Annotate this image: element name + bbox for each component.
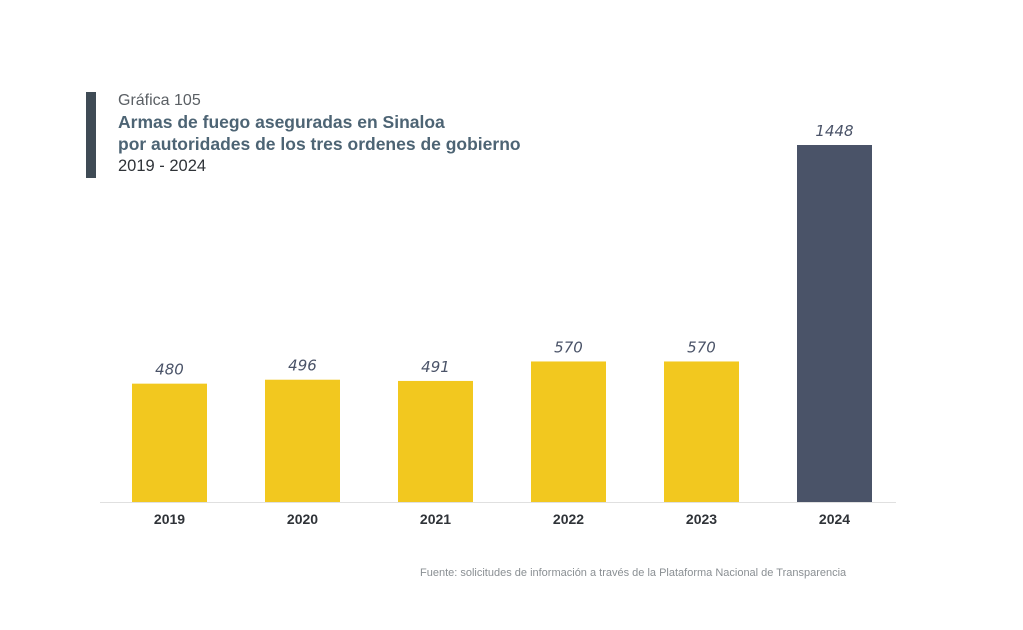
tick-label-2020: 2020 — [287, 511, 318, 527]
value-label-2024: 1448 — [815, 122, 853, 140]
figure-label: Gráfica 105 — [118, 92, 201, 109]
tick-label-2023: 2023 — [686, 511, 717, 527]
bar-2024 — [797, 145, 872, 502]
chart-title-line-2: por autoridades de los tres ordenes de g… — [118, 134, 521, 154]
chart-title-block: Gráfica 105 Armas de fuego aseguradas en… — [86, 92, 521, 178]
value-label-2021: 491 — [421, 358, 450, 376]
value-label-2019: 480 — [155, 361, 184, 379]
value-label-2020: 496 — [288, 357, 317, 375]
bar-2021 — [398, 380, 473, 502]
tick-label-2024: 2024 — [819, 511, 850, 527]
bar-2022 — [531, 361, 606, 502]
value-label-2022: 570 — [554, 338, 583, 356]
bar-2023 — [664, 361, 739, 502]
bar-2019 — [132, 383, 207, 502]
bar-2020 — [265, 379, 340, 502]
tick-label-2022: 2022 — [553, 511, 584, 527]
value-label-2023: 570 — [687, 338, 716, 356]
chart-subtitle: 2019 - 2024 — [118, 157, 207, 175]
chart-title-line-1: Armas de fuego aseguradas en Sinaloa — [118, 112, 445, 132]
tick-label-2019: 2019 — [154, 511, 185, 527]
source-note: Fuente: solicitudes de información a tra… — [420, 567, 847, 579]
tick-label-2021: 2021 — [420, 511, 451, 527]
